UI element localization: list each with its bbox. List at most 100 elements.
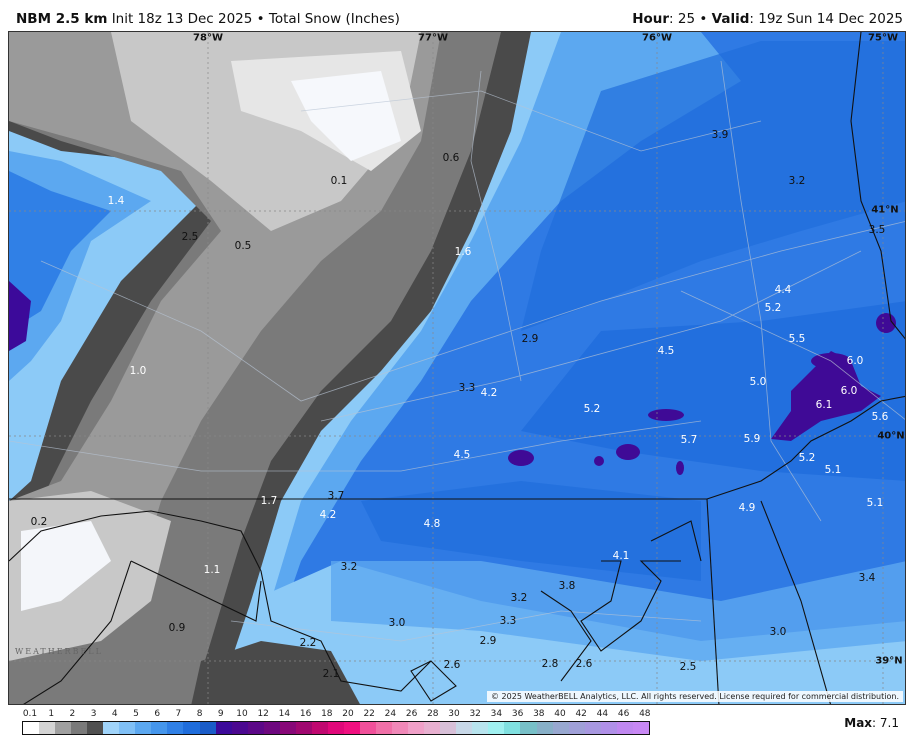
snow-value-label: 4.2 — [319, 509, 337, 521]
copyright-notice: © 2025 WeatherBELL Analytics, LLC. All r… — [487, 691, 903, 702]
snow-value-label: 4.5 — [657, 345, 675, 357]
legend-swatch — [568, 722, 585, 734]
legend-swatch — [536, 722, 553, 734]
init-time: Init 18z 13 Dec 2025 — [111, 11, 253, 27]
legend-swatch — [376, 722, 393, 734]
legend-swatch — [263, 722, 280, 734]
snow-value-label: 5.1 — [824, 464, 842, 476]
snow-value-label: 3.2 — [788, 175, 806, 187]
snow-value-label: 1.4 — [107, 195, 125, 207]
legend-tick: 26 — [405, 709, 418, 719]
legend-tick: 3 — [90, 709, 97, 719]
legend-swatch — [616, 722, 633, 734]
legend-swatch — [408, 722, 425, 734]
legend-swatch — [103, 722, 120, 734]
snow-value-label: 2.5 — [181, 231, 199, 243]
snow-value-label: 6.0 — [846, 355, 864, 367]
snow-value-label: 0.2 — [30, 516, 48, 528]
snow-value-label: 3.5 — [868, 224, 886, 236]
snow-value-label: 3.8 — [558, 580, 576, 592]
snow-value-label: 2.5 — [679, 661, 697, 673]
snow-value-label: 3.0 — [769, 626, 787, 638]
hour-label: Hour — [632, 11, 670, 27]
legend-swatch — [23, 722, 40, 734]
model-name: NBM 2.5 km — [16, 11, 108, 27]
legend-tick: 36 — [511, 709, 524, 719]
longitude-label: 76°W — [642, 32, 672, 44]
snow-value-label: 0.1 — [330, 175, 348, 187]
snow-value-label: 5.5 — [788, 333, 806, 345]
legend-tick: 12 — [257, 709, 269, 719]
legend-tick: 46 — [617, 709, 630, 719]
snow-value-label: 2.6 — [443, 659, 461, 671]
snow-value-label: 6.0 — [840, 385, 858, 397]
snow-value-label: 1.6 — [454, 246, 472, 258]
snow-value-label: 1.7 — [260, 495, 278, 507]
snow-value-label: 5.0 — [749, 376, 767, 388]
legend-tick: 28 — [427, 709, 439, 719]
legend-swatch — [424, 722, 441, 734]
legend-tick: 20 — [342, 709, 354, 719]
legend-tick: 32 — [469, 709, 481, 719]
snow-value-label: 3.2 — [510, 592, 528, 604]
legend-swatch — [456, 722, 473, 734]
legend-tick: 0.1 — [22, 709, 38, 719]
legend-tick: 30 — [448, 709, 460, 719]
legend-tick: 9 — [217, 709, 224, 719]
snow-value-label: 4.1 — [612, 550, 630, 562]
snow-value-label: 2.2 — [299, 637, 317, 649]
snow-value-label: 1.1 — [203, 564, 221, 576]
legend-color-bar — [22, 721, 650, 735]
snow-value-label: 4.2 — [480, 387, 498, 399]
legend-swatch — [151, 722, 168, 734]
legend-swatch — [600, 722, 617, 734]
snow-value-label: 2.1 — [322, 668, 340, 680]
snow-value-label: 2.8 — [541, 658, 559, 670]
legend-tick: 40 — [554, 709, 566, 719]
longitude-label: 78°W — [193, 32, 223, 44]
separator: • — [256, 11, 265, 27]
snow-value-label: 6.1 — [815, 399, 833, 411]
legend-tick: 48 — [639, 709, 651, 719]
latitude-label: 41°N — [871, 204, 899, 216]
snow-map[interactable]: 1.4 2.5 0.5 0.1 0.6 1.6 3.9 3.2 3.5 4.4 5.2 5.5 6.0 6… — [8, 31, 906, 705]
legend-swatch — [327, 722, 344, 734]
hour-value: : 25 — [669, 11, 696, 27]
legend-tick: 38 — [533, 709, 545, 719]
legend-tick: 44 — [596, 709, 609, 719]
legend-tick: 1 — [48, 709, 55, 719]
snow-value-label: 4.5 — [453, 449, 471, 461]
separator: • — [699, 11, 708, 27]
snow-value-label: 3.0 — [388, 617, 406, 629]
color-legend: 0.1 1 2 3 4 5 6 7 8 9 10 12 14 16 18 20 22 24 26 28 30 32 34 36… — [22, 709, 651, 735]
latitude-label: 40°N — [877, 430, 905, 442]
snow-value-label: 4.9 — [738, 502, 756, 514]
legend-tick: 5 — [133, 709, 139, 719]
legend-swatch — [119, 722, 136, 734]
legend-tick: 6 — [154, 709, 161, 719]
snow-value-label: 2.6 — [575, 658, 593, 670]
snow-value-label: 3.2 — [340, 561, 358, 573]
longitude-label: 75°W — [868, 32, 898, 44]
legend-swatch — [295, 722, 312, 734]
snow-value-label: 3.7 — [327, 490, 345, 502]
legend-swatch — [632, 722, 649, 734]
map-title: NBM 2.5 km Init 18z 13 Dec 2025 • Total … — [16, 11, 400, 27]
max-value: Max: 7.1 — [844, 716, 899, 730]
snow-value-label: 0.6 — [442, 152, 460, 164]
graticule — [9, 32, 905, 704]
legend-swatch — [343, 722, 360, 734]
legend-swatch — [247, 722, 264, 734]
legend-swatch — [55, 722, 72, 734]
legend-swatch — [199, 722, 216, 734]
legend-tick: 7 — [175, 709, 182, 719]
snow-value-label: 5.6 — [871, 411, 889, 423]
legend-swatch — [584, 722, 601, 734]
legend-swatch — [359, 722, 377, 734]
valid-value: : 19z Sun 14 Dec 2025 — [749, 11, 903, 27]
legend-tick: 8 — [196, 709, 203, 719]
legend-swatch — [504, 722, 521, 734]
legend-swatch — [440, 722, 457, 734]
legend-swatch — [71, 722, 88, 734]
state-borders — [9, 32, 905, 704]
